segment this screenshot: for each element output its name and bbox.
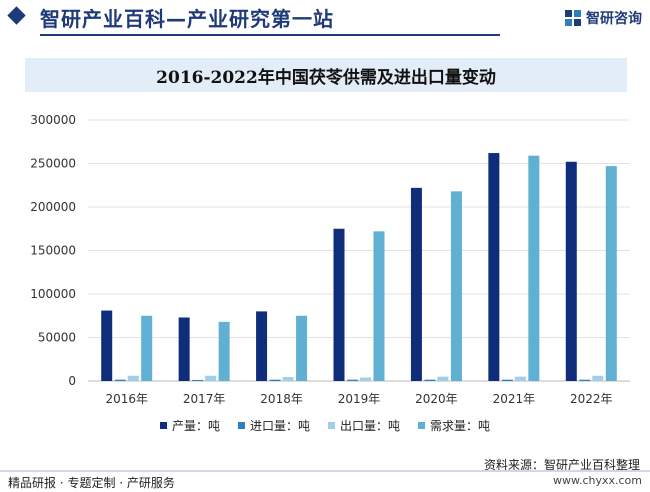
brand: 智研咨询	[564, 8, 642, 28]
header-rule	[40, 34, 500, 36]
legend-swatch-production	[159, 422, 167, 429]
bar-import	[114, 379, 126, 381]
zhiyan-logo-icon	[565, 10, 581, 26]
bar-export	[437, 376, 449, 381]
bar-export	[592, 375, 604, 381]
bar-demand	[450, 191, 462, 381]
footer-services: 精品研报 · 专题定制 · 产研服务	[8, 476, 175, 490]
site-title: 智研产业百科—产业研究第一站	[40, 7, 334, 31]
y-tick-label: 150000	[30, 244, 76, 258]
legend-item-import: 进口量：吨	[237, 417, 310, 434]
bar-production	[410, 187, 422, 381]
bar-export	[127, 375, 139, 381]
data-source: 资料来源：智研产业百科整理	[483, 458, 640, 472]
page-header: 智研产业百科—产业研究第一站 智研咨询	[0, 0, 650, 40]
bar-import	[192, 379, 204, 381]
y-tick-label: 0	[68, 374, 76, 388]
y-tick-label: 50000	[38, 331, 76, 345]
bar-export	[205, 375, 217, 381]
bar-import	[501, 379, 513, 381]
bar-demand	[373, 231, 385, 381]
y-tick-label: 100000	[30, 287, 76, 301]
bar-export	[282, 377, 294, 381]
bar-import	[579, 379, 591, 381]
bar-production	[333, 228, 345, 381]
bar-production	[488, 153, 500, 381]
bar-export	[514, 376, 526, 381]
legend-swatch-demand	[418, 422, 426, 429]
x-tick-label: 2021年	[493, 392, 536, 406]
legend-item-production: 产量：吨	[159, 417, 220, 434]
bar-demand	[296, 315, 308, 381]
bar-import	[347, 379, 358, 381]
bar-production	[256, 311, 268, 381]
bar-demand	[605, 166, 617, 381]
legend-item-demand: 需求量：吨	[418, 417, 490, 434]
footer-website: www.chyxx.com	[552, 474, 642, 487]
brand-label: 智研咨询	[586, 11, 642, 27]
legend-label-production: 产量：吨	[171, 419, 220, 433]
x-tick-label: 2022年	[570, 392, 613, 406]
chart-legend: 产量：吨 进口量：吨 出口量：吨 需求量：吨	[0, 417, 650, 434]
legend-label-demand: 需求量：吨	[430, 419, 491, 433]
bar-production	[178, 317, 190, 381]
bar-export	[360, 377, 371, 381]
chart-title: 2016-2022年中国茯苓供需及进出口量变动	[156, 67, 496, 88]
bar-import	[424, 379, 436, 381]
legend-item-export: 出口量：吨	[328, 417, 400, 434]
bar-production	[101, 310, 113, 381]
legend-swatch-import	[237, 422, 245, 429]
bar-import	[269, 379, 281, 381]
y-tick-label: 250000	[30, 157, 76, 171]
legend-swatch-export	[328, 422, 335, 429]
x-tick-label: 2018年	[260, 392, 303, 406]
bar-demand	[528, 155, 540, 381]
chart-title-band: 2016-2022年中国茯苓供需及进出口量变动	[25, 58, 627, 92]
x-tick-label: 2020年	[415, 392, 458, 406]
y-tick-label: 300000	[30, 113, 76, 127]
bar-demand	[218, 321, 230, 381]
legend-label-import: 进口量：吨	[249, 419, 310, 433]
x-tick-label: 2017年	[183, 392, 226, 406]
y-tick-label: 200000	[30, 200, 76, 214]
footer-rule	[0, 470, 650, 472]
bar-production	[565, 161, 577, 381]
x-tick-label: 2019年	[338, 392, 381, 406]
x-tick-label: 2016年	[105, 392, 148, 406]
bar-demand	[141, 315, 153, 381]
legend-label-export: 出口量：吨	[340, 419, 401, 433]
